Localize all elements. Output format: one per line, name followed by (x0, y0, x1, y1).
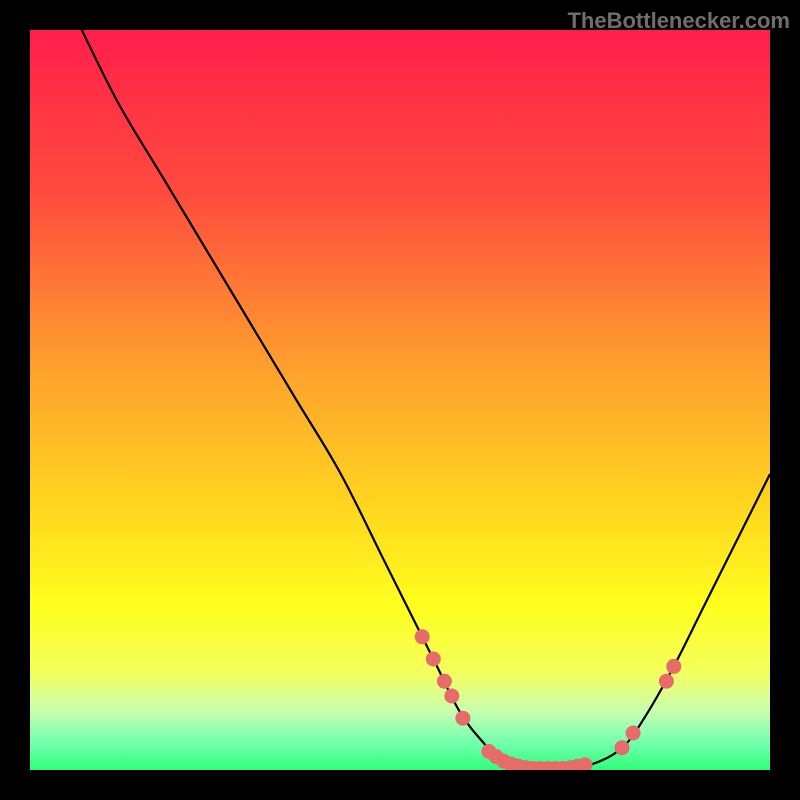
data-marker (437, 674, 451, 688)
bottleneck-chart (30, 30, 770, 770)
chart-container (30, 30, 770, 770)
watermark-text: TheBottlenecker.com (567, 8, 790, 34)
data-marker (615, 741, 629, 755)
data-marker (626, 726, 640, 740)
data-marker (415, 630, 429, 644)
data-marker (445, 689, 459, 703)
data-marker (456, 711, 470, 725)
data-marker (659, 674, 673, 688)
data-marker (578, 758, 592, 770)
data-marker (426, 652, 440, 666)
data-marker (667, 659, 681, 673)
